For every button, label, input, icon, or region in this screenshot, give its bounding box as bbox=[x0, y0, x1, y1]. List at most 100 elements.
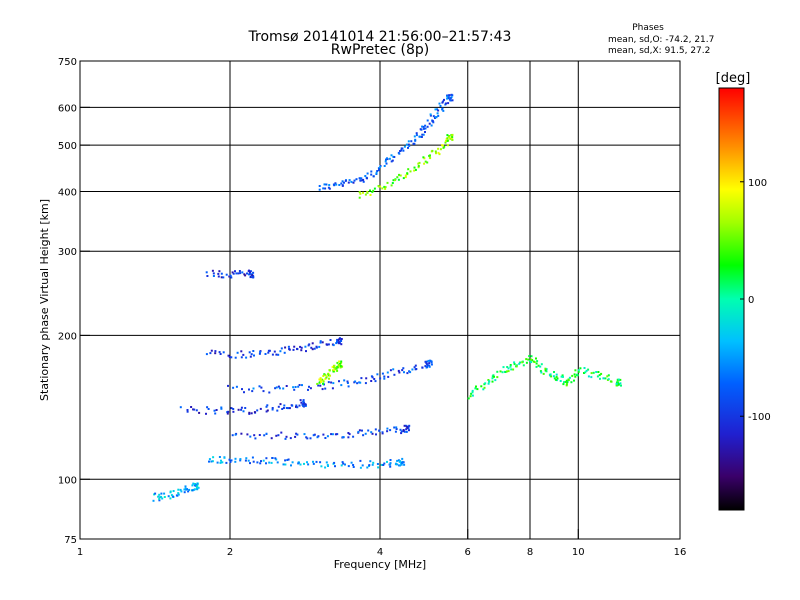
scatter-point bbox=[319, 377, 322, 380]
scatter-point bbox=[358, 429, 361, 432]
scatter-point bbox=[297, 461, 300, 464]
scatter-point bbox=[294, 435, 297, 438]
scatter-point bbox=[439, 148, 442, 151]
scatter-point bbox=[179, 488, 182, 491]
scatter-point bbox=[252, 460, 255, 463]
scatter-point bbox=[214, 412, 217, 415]
scatter-point bbox=[223, 456, 226, 459]
scatter-point bbox=[307, 388, 309, 391]
axes: 1 2 4 6 8 10 16 75 100 200 300 400 500 600 750 bbox=[58, 57, 686, 558]
scatter-point bbox=[242, 410, 245, 413]
scatter-point bbox=[360, 377, 363, 380]
scatter-point bbox=[448, 98, 451, 101]
scatter-point bbox=[343, 181, 345, 184]
scatter-point bbox=[265, 462, 267, 465]
scatter-point bbox=[235, 385, 238, 388]
scatter-point bbox=[573, 379, 575, 382]
scatter-point bbox=[435, 152, 437, 155]
scatter-point bbox=[319, 340, 322, 343]
scatter-point bbox=[228, 356, 231, 358]
scatter-point bbox=[471, 389, 474, 392]
scatter-point bbox=[382, 464, 385, 466]
scatter-point bbox=[321, 341, 324, 344]
scatter-point bbox=[423, 162, 426, 165]
scatter-point bbox=[271, 407, 274, 409]
scatter-point bbox=[617, 381, 619, 384]
scatter-point bbox=[570, 381, 573, 384]
scatter-point bbox=[333, 366, 335, 369]
scatter-point bbox=[369, 460, 372, 463]
scatter-point bbox=[530, 361, 532, 364]
x-tick-label: 10 bbox=[572, 547, 585, 558]
scatter-point bbox=[577, 370, 580, 373]
scatter-point bbox=[310, 346, 313, 349]
scatter-point bbox=[403, 463, 406, 466]
scatter-point bbox=[525, 361, 528, 364]
scatter-point bbox=[389, 465, 392, 468]
scatter-point bbox=[248, 351, 251, 354]
scatter-point bbox=[222, 351, 225, 354]
scatter-point bbox=[398, 371, 401, 374]
scatter-point bbox=[383, 375, 386, 378]
scatter-point bbox=[380, 463, 383, 466]
scatter-point bbox=[344, 463, 346, 466]
scatter-point bbox=[530, 358, 533, 361]
scatter-point bbox=[320, 465, 323, 468]
scatter-point bbox=[436, 108, 438, 111]
scatter-point bbox=[426, 363, 429, 366]
scatter-point bbox=[398, 464, 401, 467]
scatter-point bbox=[232, 386, 235, 389]
scatter-point bbox=[376, 463, 379, 465]
scatter-point bbox=[487, 382, 490, 385]
scatter-point bbox=[230, 356, 233, 359]
scatter-point bbox=[573, 373, 576, 376]
scatter-point bbox=[373, 378, 376, 380]
scatter-point bbox=[491, 377, 494, 380]
scatter-point bbox=[553, 371, 555, 373]
scatter-point bbox=[285, 435, 288, 438]
scatter-point bbox=[327, 381, 330, 384]
scatter-point bbox=[390, 154, 393, 157]
scatter-point bbox=[375, 433, 377, 436]
scatter-point bbox=[296, 347, 298, 350]
scatter-point bbox=[406, 172, 409, 175]
scatter-point bbox=[330, 381, 333, 384]
scatter-point bbox=[361, 429, 363, 432]
scatter-point bbox=[397, 369, 400, 372]
scatter-point bbox=[566, 381, 569, 384]
scatter-point bbox=[428, 365, 431, 368]
scatter-point bbox=[205, 353, 208, 356]
scatter-point bbox=[402, 429, 405, 431]
scatter-point bbox=[364, 432, 367, 435]
chart-title: Tromsø 20141014 21:56:00–21:57:43 bbox=[248, 29, 512, 45]
scatter-point bbox=[293, 388, 296, 391]
scatter-point bbox=[235, 272, 238, 275]
scatter-point bbox=[364, 382, 367, 385]
scatter-point bbox=[377, 466, 380, 469]
scatter-point bbox=[196, 488, 199, 491]
scatter-point bbox=[331, 387, 334, 390]
scatter-point bbox=[352, 466, 355, 468]
scatter-point bbox=[415, 132, 418, 135]
scatter-point bbox=[469, 395, 472, 398]
scatter-point bbox=[234, 356, 237, 359]
scatter-point bbox=[291, 461, 294, 464]
scatter-point bbox=[318, 378, 321, 381]
scatter-point bbox=[609, 380, 612, 383]
scatter-point bbox=[396, 176, 399, 179]
scatter-point bbox=[394, 179, 396, 182]
scatter-point bbox=[422, 156, 425, 159]
scatter-point bbox=[252, 350, 255, 352]
scatter-point bbox=[417, 166, 420, 169]
scatter-point bbox=[540, 363, 543, 366]
scatter-point bbox=[256, 461, 259, 464]
x-tick-label: 8 bbox=[527, 547, 533, 558]
scatter-point bbox=[326, 435, 329, 438]
scatter-point bbox=[507, 370, 510, 373]
scatter-point bbox=[615, 382, 618, 385]
scatter-point bbox=[535, 365, 538, 368]
scatter-point bbox=[451, 134, 453, 137]
scatter-point bbox=[360, 177, 363, 180]
scatter-point bbox=[337, 341, 340, 344]
scatter-point bbox=[336, 340, 338, 343]
